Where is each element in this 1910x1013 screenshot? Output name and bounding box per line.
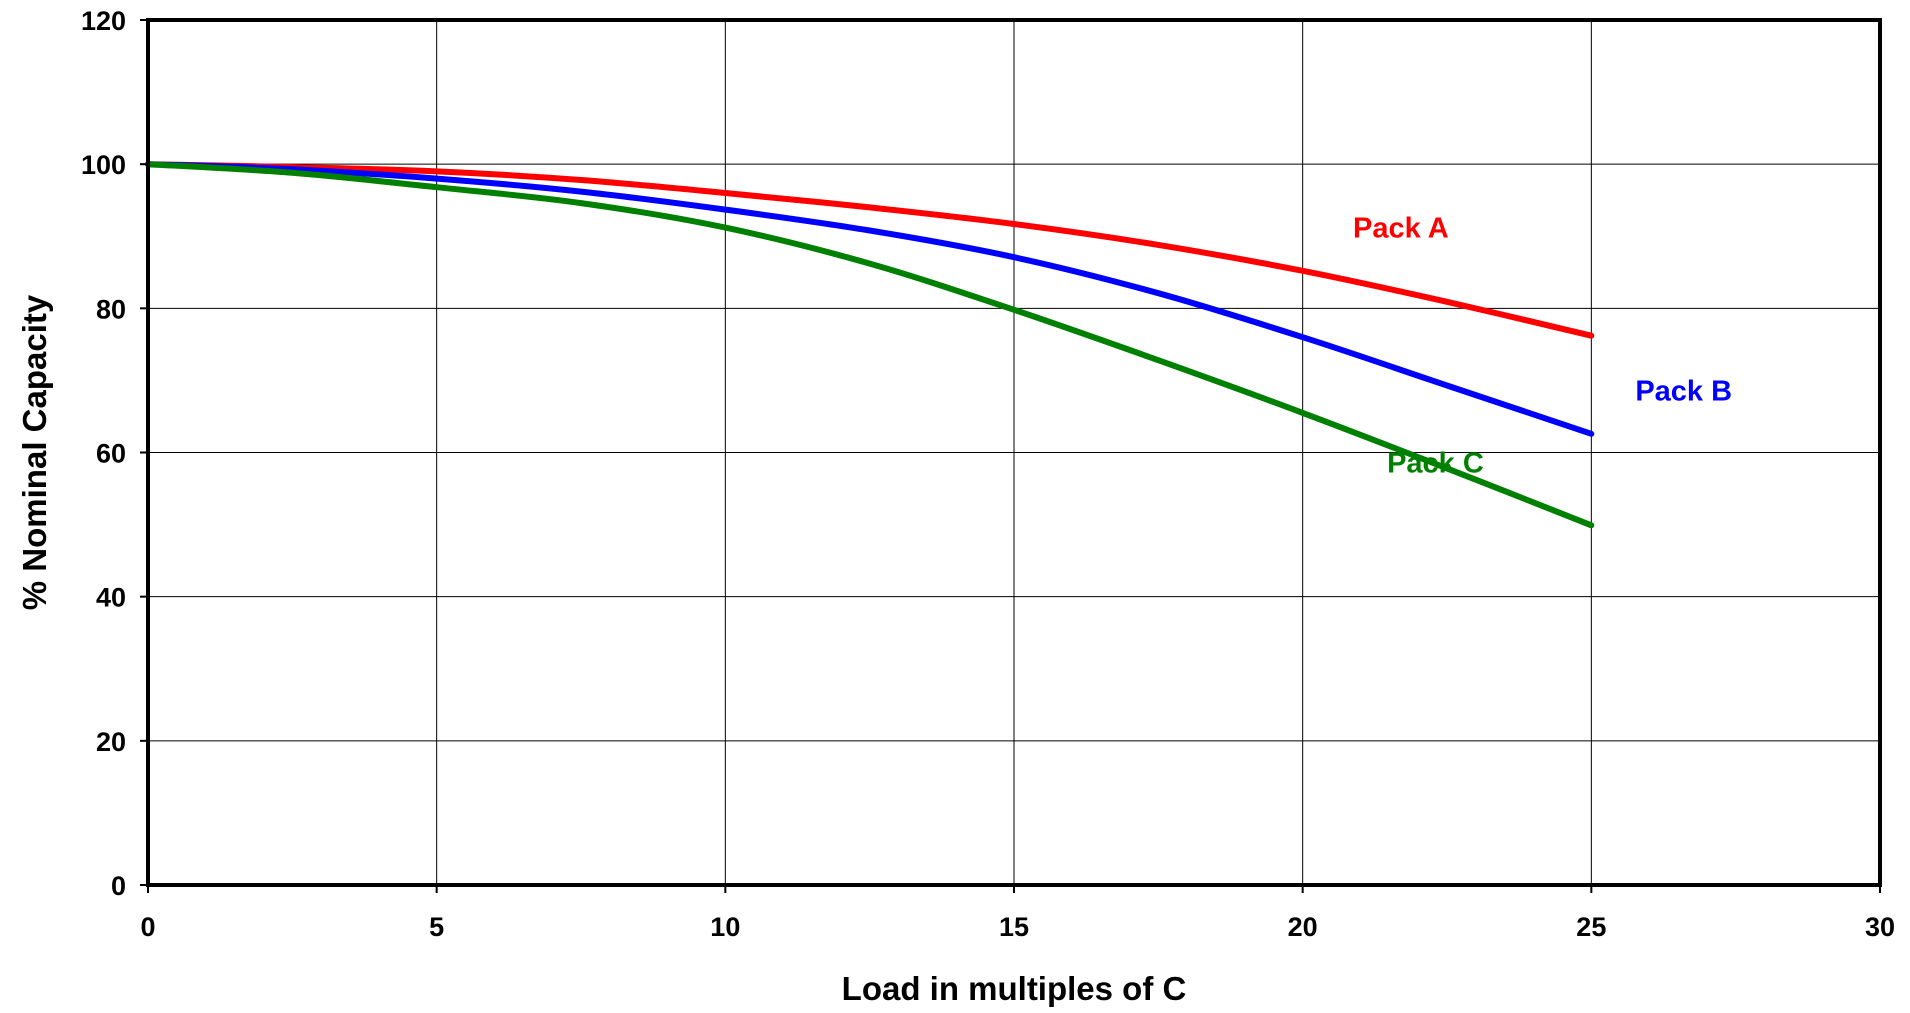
x-tick-label: 25	[1576, 912, 1606, 942]
tick-labels: 0 5 10 15 20 25 30 0 20 40 60 80 100 120	[81, 6, 1895, 942]
y-axis-title: % Nominal Capacity	[16, 294, 53, 610]
gridlines	[148, 20, 1880, 885]
y-tick-label: 100	[81, 150, 126, 180]
x-tick-label: 0	[140, 912, 155, 942]
x-tick-label: 20	[1288, 912, 1318, 942]
series-line-pack-c	[145, 161, 1595, 529]
series-label-pack-b: Pack B	[1635, 376, 1732, 408]
y-tick-label: 120	[81, 6, 126, 36]
series-label-pack-a: Pack A	[1353, 213, 1449, 245]
series-lines	[145, 161, 1595, 529]
y-tick-label: 20	[96, 727, 126, 757]
x-tick-label: 30	[1865, 912, 1895, 942]
y-tick-label: 40	[96, 583, 126, 613]
x-tick-label: 10	[710, 912, 740, 942]
x-tick-label: 15	[999, 912, 1029, 942]
x-axis-title: Load in multiples of C	[842, 970, 1187, 1007]
y-tick-label: 80	[96, 294, 126, 324]
series-label-pack-c: Pack C	[1387, 448, 1484, 480]
series-line-pack-b	[145, 161, 1595, 437]
series-labels: Pack A Pack B Pack C	[1353, 213, 1732, 480]
series-line-pack-a	[145, 161, 1595, 339]
y-tick-label: 0	[111, 871, 126, 901]
x-tick-label: 5	[429, 912, 444, 942]
y-tick-label: 60	[96, 439, 126, 469]
